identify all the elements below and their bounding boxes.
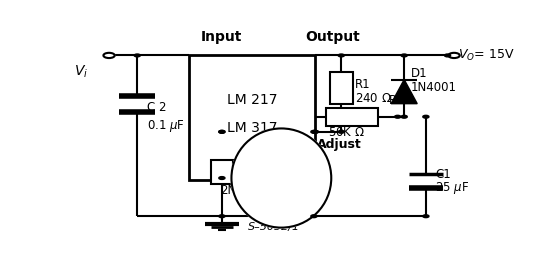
Circle shape	[338, 130, 344, 133]
Circle shape	[423, 215, 429, 218]
Text: D1: D1	[410, 67, 427, 80]
Circle shape	[338, 54, 344, 57]
Text: $V_i$: $V_i$	[74, 63, 88, 80]
Circle shape	[401, 54, 407, 57]
Bar	[326, 108, 378, 126]
Circle shape	[312, 130, 318, 133]
Text: Input: Input	[201, 30, 242, 44]
Text: 240 $\Omega$: 240 $\Omega$	[355, 92, 392, 105]
Bar	[211, 160, 233, 184]
Text: Adjust: Adjust	[318, 138, 362, 151]
Text: 0.1 $\mu$F: 0.1 $\mu$F	[147, 118, 185, 134]
Text: S–5052/1: S–5052/1	[248, 222, 300, 232]
Text: R3: R3	[389, 94, 404, 107]
Text: C 2: C 2	[147, 101, 166, 114]
Text: 2.7K $\Omega$: 2.7K $\Omega$	[235, 174, 275, 187]
Circle shape	[219, 215, 225, 218]
Text: 50K $\Omega$: 50K $\Omega$	[328, 126, 365, 139]
Circle shape	[219, 130, 225, 133]
Ellipse shape	[231, 128, 332, 228]
Bar	[329, 72, 353, 104]
Circle shape	[311, 130, 317, 133]
Text: 1N4001: 1N4001	[410, 81, 457, 94]
Bar	[189, 55, 315, 180]
Circle shape	[445, 54, 451, 57]
Circle shape	[395, 115, 401, 118]
Circle shape	[312, 130, 318, 133]
Circle shape	[219, 130, 225, 133]
Circle shape	[104, 53, 115, 58]
Text: LM 217: LM 217	[227, 93, 278, 107]
Text: $V_O$= 15V: $V_O$= 15V	[459, 48, 515, 63]
Text: R 2: R 2	[235, 159, 254, 173]
Text: LM 317: LM 317	[227, 121, 278, 135]
Circle shape	[134, 54, 141, 57]
Text: C1: C1	[436, 168, 451, 181]
Text: 25 $\mu$F: 25 $\mu$F	[436, 180, 470, 196]
Text: 2N2907: 2N2907	[221, 183, 267, 197]
Circle shape	[311, 215, 317, 218]
Text: R1: R1	[355, 78, 371, 91]
Text: Output: Output	[305, 30, 360, 44]
Polygon shape	[391, 80, 417, 104]
Circle shape	[401, 115, 407, 118]
Circle shape	[219, 177, 225, 179]
Circle shape	[423, 115, 429, 118]
Circle shape	[449, 53, 460, 58]
